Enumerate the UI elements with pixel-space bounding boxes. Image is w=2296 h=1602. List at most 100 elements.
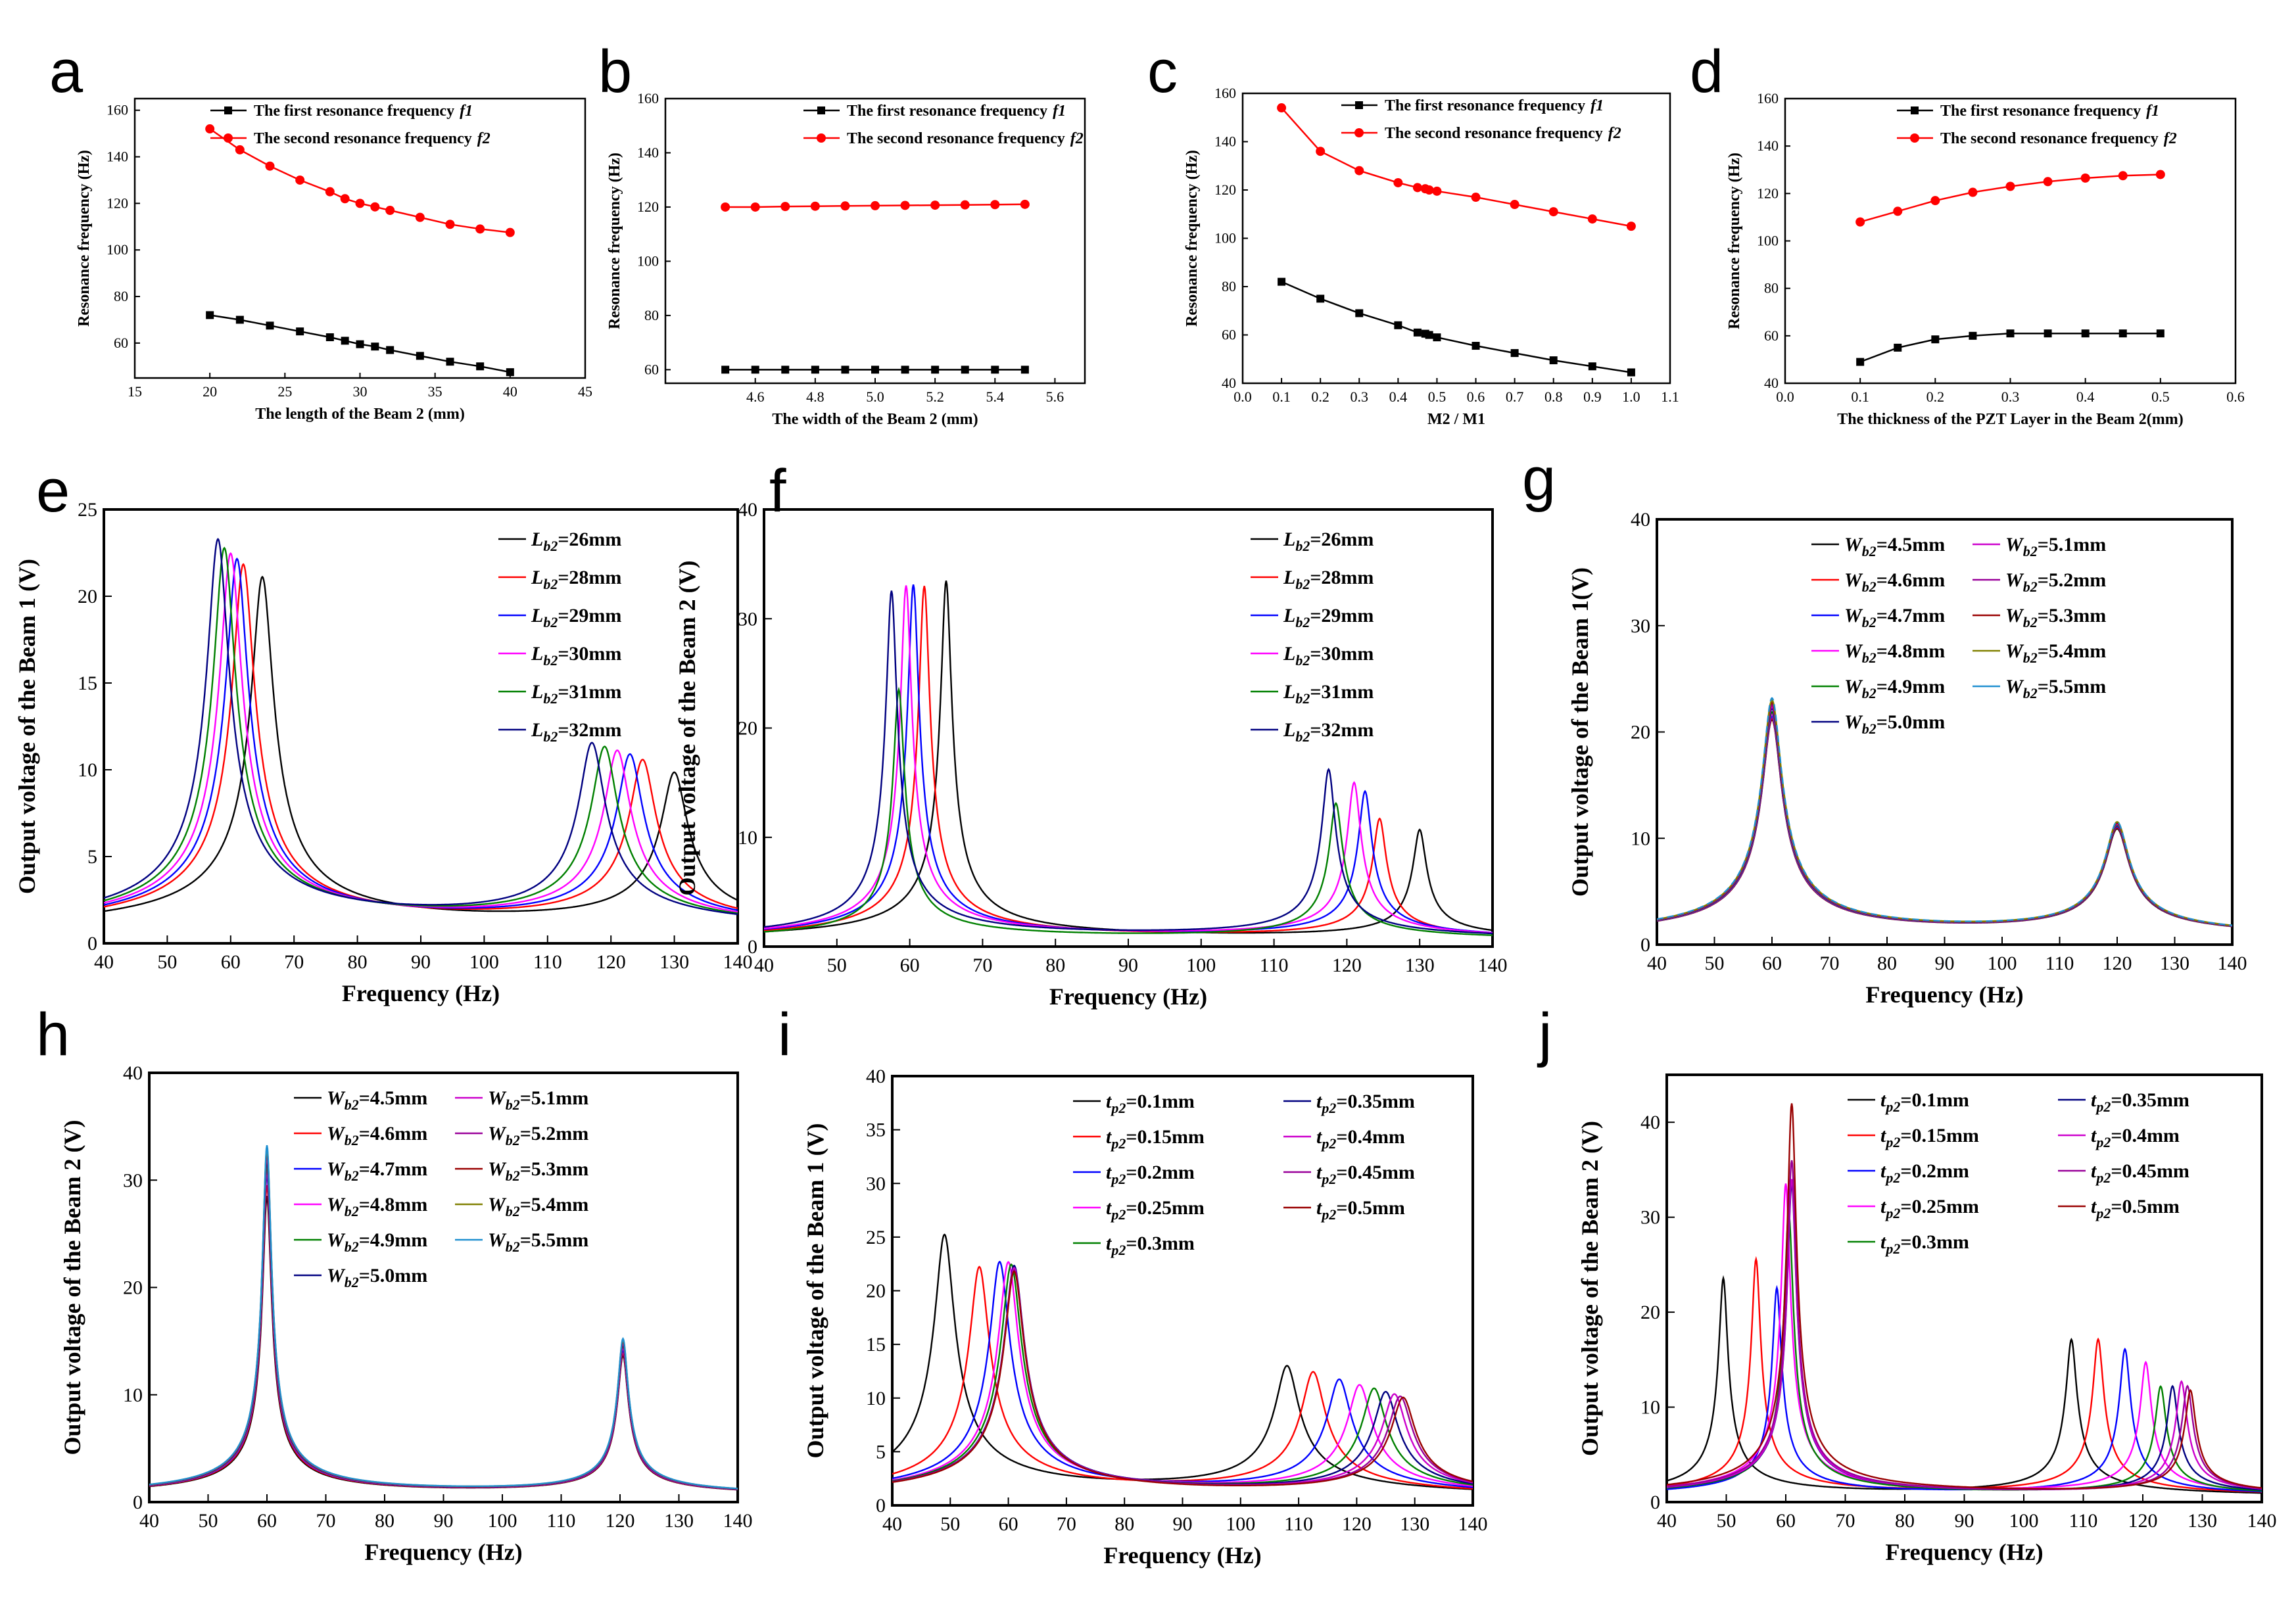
legend-symbol: W	[2005, 676, 2024, 697]
x-tick-label: 80	[375, 1510, 395, 1532]
legend-label: Wb2=5.2mm	[2005, 569, 2106, 595]
x-tick-label: 120	[606, 1510, 635, 1532]
legend-symbol: t	[1316, 1126, 1323, 1148]
legend-label: tp2=0.1mm	[1106, 1091, 1195, 1116]
response-curve-9	[1667, 1103, 2262, 1490]
legend-symbol: f1	[1053, 103, 1066, 120]
x-tick-label: 90	[1118, 954, 1138, 976]
y-tick-label: 15	[78, 672, 97, 694]
response-curve-9	[149, 1149, 738, 1490]
legend-symbol: W	[2005, 640, 2024, 662]
data-point-circle	[1354, 166, 1364, 176]
legend-value: =29mm	[1310, 605, 1374, 626]
plot-frame	[763, 508, 1494, 948]
x-tick-label: 80	[348, 951, 368, 973]
y-tick-label: 20	[1640, 1302, 1660, 1323]
data-point-circle	[990, 200, 1000, 210]
legend-label: The second resonance frequency f2	[1385, 125, 1621, 142]
legend-label: Lb2=29mm	[531, 605, 621, 630]
legend-subscript: p2	[1110, 1135, 1126, 1152]
data-point-square	[931, 365, 940, 374]
data-point-square	[2006, 329, 2015, 338]
panel-f: f40 50 60 70 80 90 100 110 120 130 140010203040Fre…	[674, 458, 1508, 1010]
panel-i: i 40 50 60 70 80 90 100 110 120 130 140 0 5 10 15 20 25 30…	[778, 1001, 1488, 1568]
x-tick-label: 40	[139, 1510, 159, 1532]
series-line-1	[1281, 281, 1632, 373]
y-tick-label: 80	[114, 288, 128, 304]
y-tick-label: 60	[1222, 327, 1236, 343]
legend-value: =4.9mm	[1877, 676, 1946, 697]
legend-symbol: W	[2005, 569, 2024, 591]
legend-label: tp2=0.2mm	[1880, 1160, 1969, 1186]
y-tick-label: 10	[123, 1384, 143, 1406]
legend-value: =0.25mm	[1900, 1196, 1979, 1217]
legend-label: Wb2=4.6mm	[327, 1123, 427, 1148]
x-tick-label: 0.1	[1272, 389, 1291, 405]
x-tick-label: 120	[1342, 1513, 1372, 1535]
x-tick-label: 0.5	[2151, 389, 2170, 405]
legend-value: =5.1mm	[520, 1087, 589, 1109]
data-point-square	[841, 365, 849, 374]
legend-symbol: W	[488, 1123, 507, 1144]
legend-subscript: b2	[345, 1132, 359, 1148]
y-tick-label: 140	[107, 149, 128, 165]
x-tick-label: 60	[1762, 953, 1782, 974]
curves	[764, 580, 1493, 936]
x-tick-label: 0.9	[1583, 389, 1602, 405]
legend-symbol: W	[1844, 676, 1863, 697]
y-axis-label: Resonance frequency (Hz)	[76, 150, 93, 327]
legend-label: Wb2=4.7mm	[327, 1158, 427, 1184]
y-axis-label: Output voltage of the Beam 1(V)	[1567, 567, 1593, 897]
legend-symbol: t	[1880, 1196, 1887, 1217]
legend-value: =4.8mm	[1877, 640, 1946, 662]
legend-label: tp2=0.35mm	[2091, 1089, 2189, 1115]
data-point-square	[1588, 362, 1596, 371]
legend-symbol: W	[488, 1158, 507, 1180]
legend-value: =0.1mm	[1900, 1089, 1969, 1111]
data-point-circle	[1626, 222, 1636, 231]
legend-label: Wb2=5.5mm	[488, 1229, 588, 1255]
y-tick-label: 20	[123, 1277, 143, 1299]
legend-value: =32mm	[1310, 719, 1374, 741]
legend-value: =4.7mm	[1877, 605, 1946, 626]
y-tick-label: 160	[637, 90, 659, 106]
data-point-circle	[1316, 147, 1326, 156]
y-tick-label: 80	[644, 307, 659, 323]
data-point-circle	[385, 206, 395, 215]
x-tick-label: 110	[547, 1510, 576, 1532]
x-tick-label: 130	[2160, 953, 2189, 974]
legend-subscript: p2	[1110, 1242, 1126, 1258]
response-curve-9	[1657, 701, 2232, 927]
data-point-square	[901, 365, 909, 374]
y-tick-label: 0	[133, 1492, 143, 1513]
y-axis-label: Resonance frequency (Hz)	[606, 153, 623, 329]
y-axis-label: Output voltage of the Beam 2 (V)	[674, 561, 700, 896]
x-tick-label: 100	[488, 1510, 517, 1532]
legend-label: Lb2=30mm	[1283, 643, 1374, 669]
y-tick-label: 30	[123, 1169, 143, 1191]
x-tick-label: 140	[2247, 1510, 2277, 1532]
legend-symbol: L	[531, 719, 543, 741]
response-curve-4	[892, 1261, 1473, 1487]
data-point-circle	[415, 212, 425, 222]
x-axis-label: The thickness of the PZT Layer in the Be…	[1837, 411, 2183, 428]
legend-label: Lb2=32mm	[531, 719, 621, 745]
legend-subscript: b2	[543, 614, 558, 630]
x-tick-label: 70	[972, 954, 992, 976]
x-tick-label: 110	[1284, 1513, 1313, 1535]
y-tick-label: 0	[1650, 1492, 1660, 1513]
y-tick-label: 120	[637, 199, 659, 215]
curves	[149, 1144, 738, 1491]
data-point-square	[416, 352, 424, 360]
legend-symbol: W	[327, 1194, 346, 1215]
data-point-circle	[205, 124, 215, 134]
legend-subscript: p2	[2095, 1134, 2111, 1150]
data-point-circle	[1855, 217, 1865, 227]
x-tick-label: 140	[723, 1510, 753, 1532]
legend-symbol: f2	[1070, 130, 1084, 147]
legend-symbol: f2	[1608, 125, 1621, 142]
data-point-square	[2156, 329, 2164, 338]
legend-marker	[817, 106, 825, 114]
legend-value: =0.4mm	[1336, 1126, 1405, 1148]
